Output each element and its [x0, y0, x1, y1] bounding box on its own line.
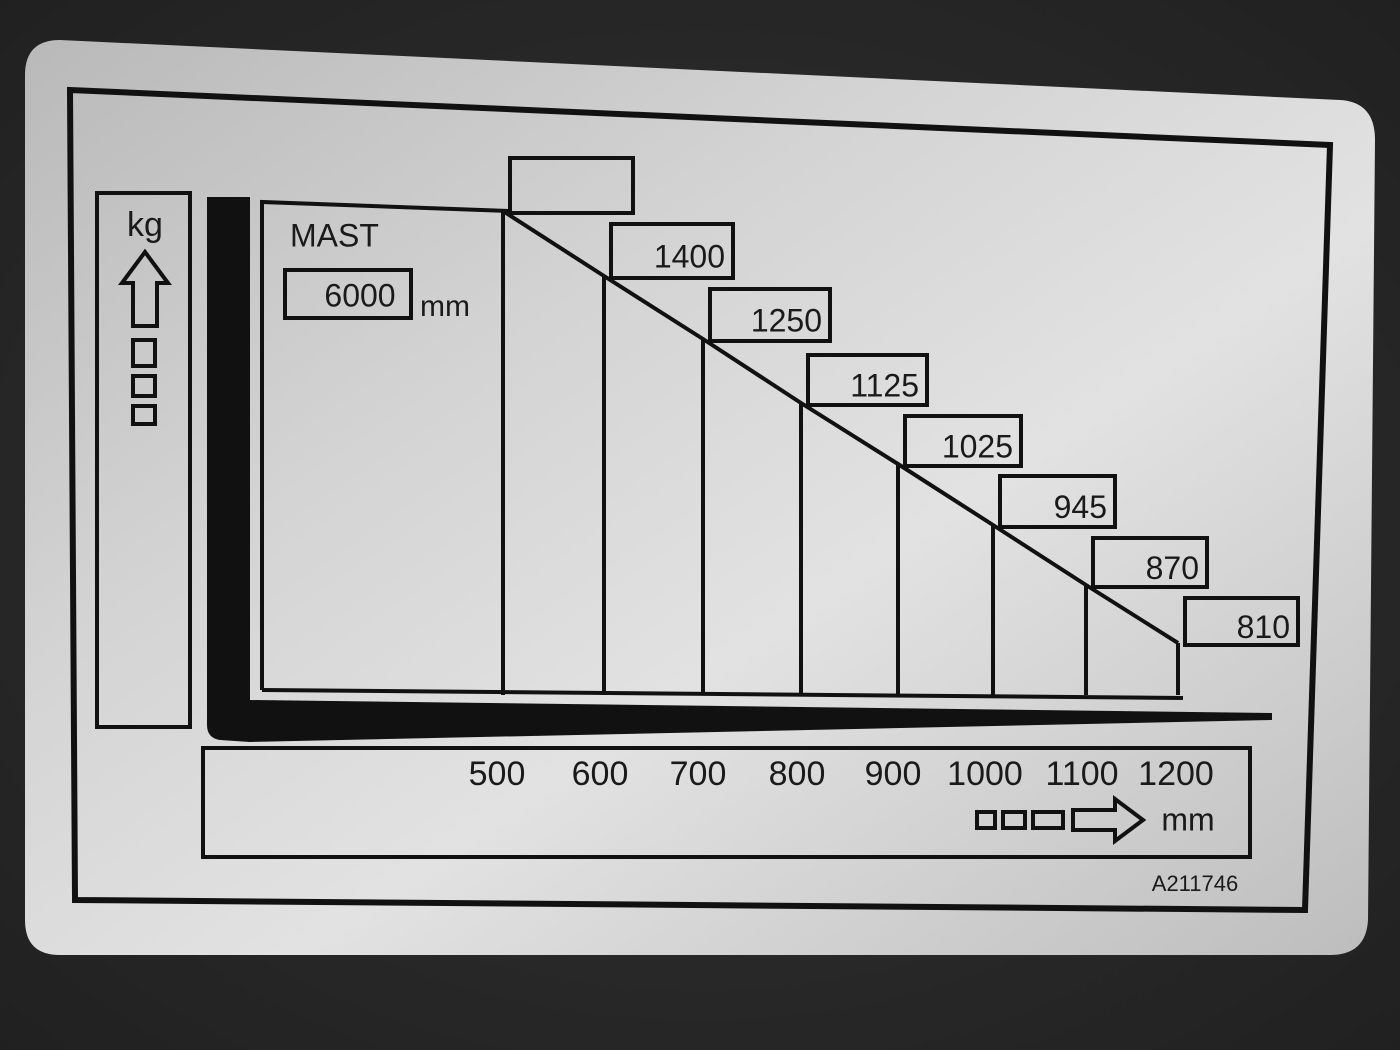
mast-height: 6000	[324, 277, 395, 313]
capacity-box	[1091, 536, 1209, 589]
capacity-label: 1125	[850, 367, 919, 403]
mast-unit: mm	[420, 290, 470, 323]
icon	[975, 810, 997, 830]
capacity-box	[609, 222, 735, 280]
capacity-line	[501, 209, 1180, 645]
kg-panel	[95, 191, 192, 729]
capacity-label: 810	[1237, 609, 1290, 645]
load-center-label: 900	[865, 755, 922, 793]
capacity-box	[998, 474, 1117, 529]
capacity-label: 1250	[751, 302, 822, 338]
chart-frame	[260, 199, 511, 690]
capacity-box	[508, 156, 635, 215]
capacity-box	[1183, 596, 1300, 647]
capacity-label: 1025	[942, 428, 1013, 464]
mast-box	[283, 268, 413, 320]
icon	[131, 338, 157, 368]
load-center-label: 700	[670, 755, 727, 793]
load-center-label: 1100	[1045, 755, 1118, 793]
load-center-label: 600	[572, 755, 629, 793]
capacity-label: 945	[1054, 489, 1107, 525]
icon	[1001, 810, 1027, 830]
load-center-label: 1000	[947, 755, 1023, 793]
capacity-label: 1400	[654, 238, 725, 274]
part-number: A211746	[1152, 871, 1238, 896]
icon	[1031, 810, 1065, 830]
icon	[131, 404, 157, 426]
capacity-steps: 1400 1250 1125 1025 945 870 810	[261, 156, 1300, 700]
up-arrow	[118, 248, 172, 328]
x-unit: mm	[1161, 801, 1214, 837]
capacity-label: 870	[1146, 550, 1199, 586]
chart-base	[261, 688, 1184, 700]
load-center-label: 1200	[1138, 755, 1214, 793]
x-panel	[201, 746, 1252, 859]
capacity-box	[708, 287, 832, 343]
icon	[131, 374, 157, 398]
mast-label: MAST	[290, 217, 379, 253]
capacity-box	[903, 414, 1023, 468]
load-center-label: 800	[769, 755, 826, 793]
load-centers: 500 600 700 800 900 1000 1100 1200	[469, 755, 1214, 793]
y-unit: kg	[127, 206, 163, 244]
right-arrow	[1071, 795, 1147, 845]
load-center-label: 500	[469, 755, 526, 793]
plate-border	[66, 86, 1334, 914]
capacity-box	[806, 353, 929, 407]
